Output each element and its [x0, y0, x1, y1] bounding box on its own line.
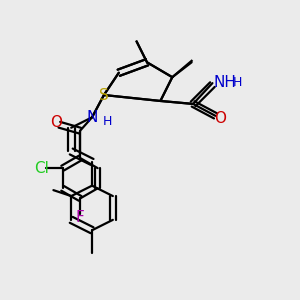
Text: N: N [86, 110, 98, 125]
Text: H: H [232, 76, 242, 89]
Text: H: H [103, 115, 112, 128]
Text: NH: NH [213, 75, 236, 90]
Text: O: O [50, 115, 62, 130]
Text: F: F [76, 210, 85, 225]
Text: O: O [214, 111, 226, 126]
Text: Cl: Cl [34, 160, 49, 175]
Text: S: S [99, 88, 109, 103]
